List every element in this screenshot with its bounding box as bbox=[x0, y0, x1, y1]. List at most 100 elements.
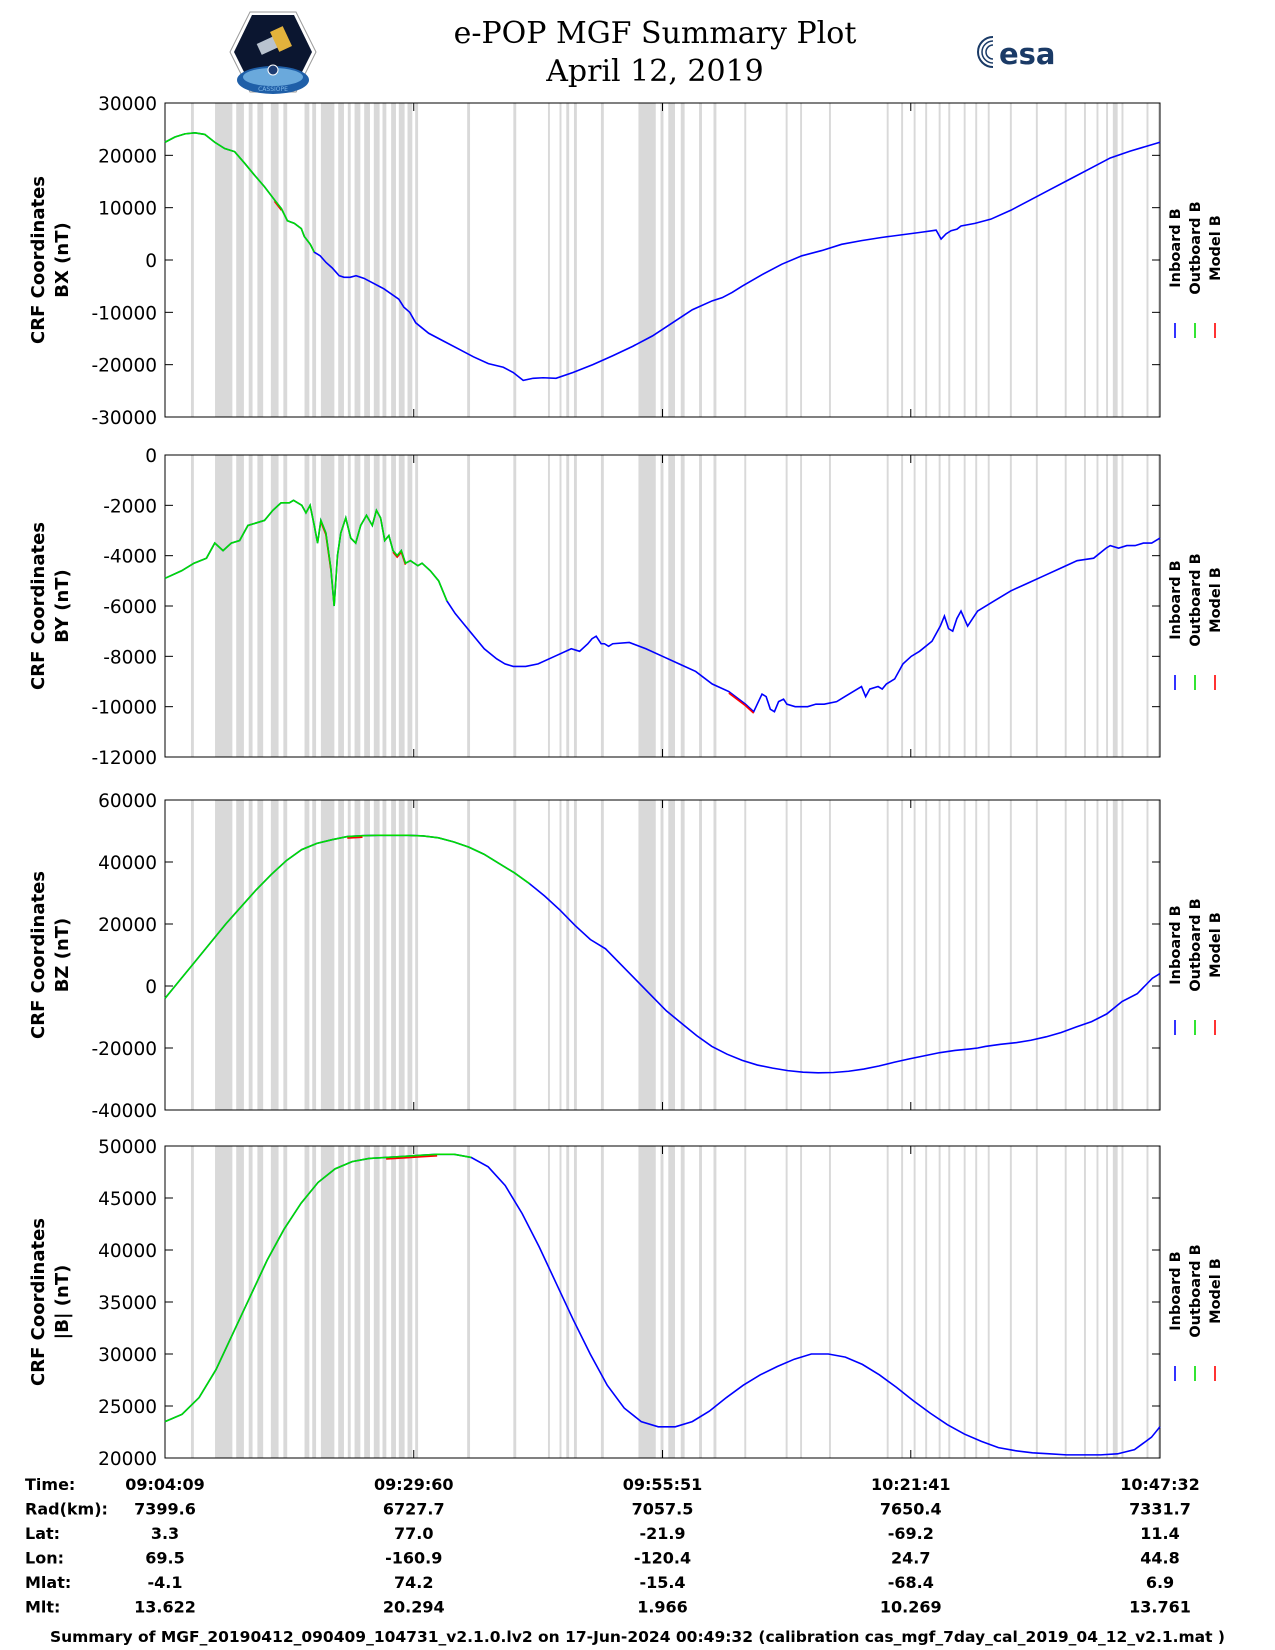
ephemeris-row-label: Rad(km): bbox=[25, 1500, 108, 1519]
data-gap-band bbox=[347, 800, 351, 1110]
y-tick-label: -10000 bbox=[91, 303, 157, 324]
data-gap-band bbox=[257, 103, 264, 417]
data-gap-band bbox=[236, 800, 244, 1110]
legend-inboard-label: Inboard B bbox=[1168, 1251, 1184, 1330]
data-gap-band bbox=[566, 1146, 570, 1458]
ephemeris-value: 3.3 bbox=[151, 1524, 179, 1543]
data-gap-band bbox=[283, 800, 288, 1110]
data-gap-band bbox=[190, 1146, 194, 1458]
y-tick-label: 35000 bbox=[98, 1293, 157, 1314]
data-gap-band bbox=[215, 800, 233, 1110]
data-gap-band bbox=[800, 800, 803, 1110]
data-gap-band bbox=[283, 103, 288, 417]
data-gap-band bbox=[699, 800, 702, 1110]
data-gap-band bbox=[901, 455, 904, 757]
legend-model-label: Model B bbox=[1208, 215, 1224, 281]
panel-by: 0 -2000 -4000 -6000 -8000 -10000 -12000 CRF Coo… bbox=[28, 446, 1224, 769]
data-gap-band bbox=[925, 103, 928, 417]
data-gap-band bbox=[638, 103, 656, 417]
ephemeris-value: 6.9 bbox=[1146, 1573, 1174, 1592]
data-gap-band bbox=[886, 1146, 889, 1458]
data-gap-band bbox=[236, 455, 244, 757]
data-gap-band bbox=[566, 455, 570, 757]
data-gap-band bbox=[373, 455, 380, 757]
y-tick-label: 0 bbox=[145, 251, 157, 272]
data-gap-band bbox=[190, 800, 194, 1110]
data-gap-band bbox=[913, 455, 916, 757]
data-gap-band bbox=[573, 455, 577, 757]
title-line1: e-POP MGF Summary Plot bbox=[453, 16, 857, 51]
series-model-line bbox=[347, 836, 363, 839]
y-tick-label: 30000 bbox=[98, 94, 157, 115]
data-gap-band bbox=[1096, 800, 1099, 1110]
data-gap-band bbox=[680, 1146, 685, 1458]
data-gap-band bbox=[547, 103, 550, 417]
data-gap-band bbox=[1106, 800, 1109, 1110]
data-gap-band bbox=[713, 103, 717, 417]
data-gap-band bbox=[398, 1146, 405, 1458]
data-gap-band bbox=[312, 1146, 317, 1458]
data-gap-band bbox=[354, 455, 361, 757]
data-gap-band bbox=[913, 103, 916, 417]
y-tick-label: 20000 bbox=[98, 915, 157, 936]
data-gap-band bbox=[800, 1146, 803, 1458]
title-line2: April 12, 2019 bbox=[546, 54, 764, 89]
data-gap-band bbox=[785, 800, 788, 1110]
data-gap-band bbox=[800, 455, 803, 757]
ephemeris-row-label: Lon: bbox=[25, 1549, 64, 1568]
data-gap-band bbox=[948, 103, 951, 417]
data-gap-band bbox=[215, 103, 233, 417]
series-outboard-line bbox=[164, 834, 531, 999]
y-tick-label: 40000 bbox=[98, 853, 157, 874]
data-gap-band bbox=[547, 455, 550, 757]
data-gap-band bbox=[1106, 455, 1109, 757]
data-gap-band bbox=[382, 455, 387, 757]
data-gap-band bbox=[699, 455, 702, 757]
y-axis-label: BY (nT) bbox=[52, 569, 73, 643]
data-gap-band bbox=[573, 1146, 577, 1458]
data-gap-band bbox=[304, 455, 310, 757]
data-gap-band bbox=[948, 1146, 951, 1458]
data-gap-band bbox=[828, 800, 831, 1110]
data-gap-band bbox=[354, 103, 361, 417]
ephemeris-value: -4.1 bbox=[148, 1573, 183, 1592]
legend-model-label: Model B bbox=[1208, 567, 1224, 633]
ephemeris-value: -68.4 bbox=[888, 1573, 934, 1592]
legend-outboard-label: Outboard B bbox=[1188, 898, 1204, 991]
data-gap-band bbox=[1112, 103, 1118, 417]
ephemeris-value: 7331.7 bbox=[1129, 1500, 1191, 1519]
data-gap-band bbox=[1035, 1146, 1038, 1458]
ephemeris-value: 7057.5 bbox=[632, 1500, 694, 1519]
data-gap-band bbox=[398, 800, 405, 1110]
y-tick-label: 60000 bbox=[98, 791, 157, 812]
data-gap-band bbox=[744, 455, 747, 757]
data-gap-band bbox=[373, 103, 380, 417]
data-gap-band bbox=[407, 800, 413, 1110]
data-gap-band bbox=[347, 103, 351, 417]
data-gap-band bbox=[257, 455, 264, 757]
data-gap-band bbox=[744, 1146, 747, 1458]
data-gap-band bbox=[1121, 103, 1124, 417]
data-gap-band bbox=[975, 103, 978, 417]
data-gap-band bbox=[660, 1146, 664, 1458]
ephemeris-value: 13.622 bbox=[134, 1598, 196, 1617]
data-gap-band bbox=[901, 1146, 904, 1458]
ephemeris-value: -15.4 bbox=[639, 1573, 685, 1592]
y-tick-label: -30000 bbox=[91, 408, 157, 429]
data-gap-band bbox=[338, 103, 344, 417]
data-gap-band bbox=[513, 800, 517, 1110]
data-gap-band bbox=[660, 103, 664, 417]
data-gap-band bbox=[566, 103, 570, 417]
data-gap-band bbox=[1096, 1146, 1099, 1458]
ephemeris-value: 10.269 bbox=[880, 1598, 942, 1617]
data-gap-band bbox=[1121, 455, 1124, 757]
data-gap-band bbox=[382, 800, 387, 1110]
data-gap-band bbox=[373, 1146, 380, 1458]
data-gap-band bbox=[407, 1146, 413, 1458]
legend-model-label: Model B bbox=[1208, 1258, 1224, 1324]
data-gap-band bbox=[354, 800, 361, 1110]
data-gap-band bbox=[680, 800, 685, 1110]
data-gap-band bbox=[785, 1146, 788, 1458]
data-gap-band bbox=[1112, 800, 1118, 1110]
y-axis-label: BZ (nT) bbox=[52, 918, 73, 993]
